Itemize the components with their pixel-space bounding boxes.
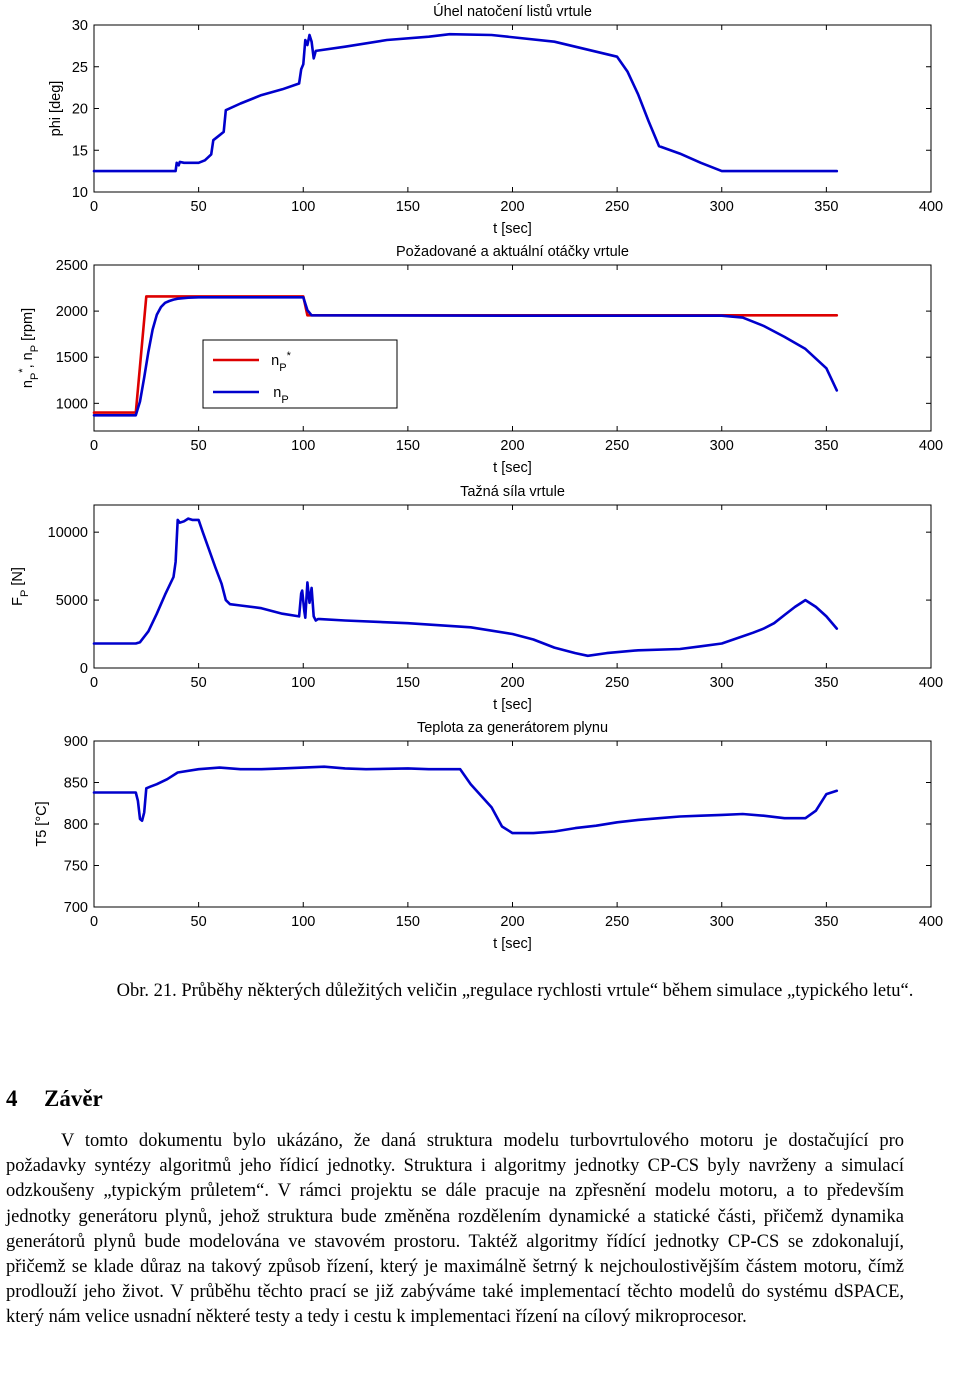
- y-tick-label: 10: [72, 185, 88, 201]
- y-tick-label: 750: [64, 859, 88, 875]
- chart-title: Teplota za generátorem plynu: [417, 720, 608, 736]
- x-tick-label: 150: [396, 438, 420, 454]
- x-axis-label: t [sec]: [493, 460, 532, 476]
- x-tick-label: 150: [396, 675, 420, 691]
- y-tick-label: 700: [64, 900, 88, 916]
- y-tick-label: 800: [64, 817, 88, 833]
- series-line-n-p: [92, 295, 839, 417]
- x-tick-label: 100: [291, 438, 315, 454]
- x-tick-label: 300: [710, 438, 734, 454]
- x-tick-label: 250: [605, 199, 629, 215]
- y-axis-label: phi [deg]: [48, 81, 64, 137]
- x-tick-label: 50: [191, 438, 207, 454]
- y-tick-label: 2500: [56, 258, 88, 274]
- x-tick-label: 350: [814, 199, 838, 215]
- x-tick-label: 0: [90, 199, 98, 215]
- y-tick-label: 15: [72, 143, 88, 159]
- series-line-series-1: [92, 32, 839, 173]
- series-line-series-1: [92, 517, 839, 658]
- section-heading: 4 Závěr: [6, 1086, 103, 1112]
- y-axis-label: nP*, nP [rpm]: [17, 308, 41, 388]
- y-tick-label: 900: [64, 734, 88, 750]
- x-tick-label: 350: [814, 438, 838, 454]
- y-tick-label: 20: [72, 102, 88, 118]
- legend-label: nP*: [271, 350, 291, 374]
- x-tick-label: 150: [396, 914, 420, 930]
- y-tick-label: 25: [72, 60, 88, 76]
- x-tick-label: 150: [396, 199, 420, 215]
- x-tick-label: 300: [710, 914, 734, 930]
- x-tick-label: 200: [500, 914, 524, 930]
- y-tick-label: 1500: [56, 350, 88, 366]
- x-axis-label: t [sec]: [493, 697, 532, 713]
- plot-area-frame: [93, 740, 932, 908]
- x-tick-label: 400: [919, 199, 943, 215]
- x-tick-label: 100: [291, 914, 315, 930]
- chart-title: Požadované a aktuální otáčky vrtule: [396, 244, 629, 260]
- series-line-series-1: [92, 765, 839, 835]
- x-tick-label: 200: [500, 199, 524, 215]
- section-number: 4: [6, 1086, 18, 1111]
- x-tick-label: 400: [919, 438, 943, 454]
- chart-propeller-speed: Požadované a aktuální otáčky vrtule 0 50 10…: [17, 244, 943, 476]
- legend-label: nP: [273, 385, 288, 406]
- chart-title: Tažná síla vrtule: [460, 484, 565, 500]
- y-tick-label: 30: [72, 18, 88, 34]
- figure-caption: Obr. 21. Průběhy některých důležitých ve…: [116, 981, 914, 1001]
- x-tick-label: 50: [191, 199, 207, 215]
- plot-area-frame: [93, 504, 932, 669]
- x-tick-label: 50: [191, 675, 207, 691]
- x-tick-label: 100: [291, 675, 315, 691]
- legend-box: [202, 339, 398, 409]
- x-tick-label: 350: [814, 914, 838, 930]
- x-axis-label: t [sec]: [493, 221, 532, 237]
- section-paragraph: V tomto dokumentu bylo ukázáno, že daná …: [6, 1131, 904, 1328]
- x-tick-label: 300: [710, 675, 734, 691]
- y-axis-label: T5 [°C]: [34, 801, 50, 846]
- chart-gas-generator-temperature: Teplota za generátorem plynu 0 50 100 150 200…: [34, 720, 943, 952]
- x-tick-label: 200: [500, 438, 524, 454]
- section-title: Závěr: [44, 1086, 103, 1111]
- x-tick-label: 300: [710, 199, 734, 215]
- x-tick-label: 0: [90, 914, 98, 930]
- x-axis-label: t [sec]: [493, 936, 532, 952]
- x-tick-label: 0: [90, 675, 98, 691]
- x-tick-label: 400: [919, 914, 943, 930]
- x-tick-label: 0: [90, 438, 98, 454]
- y-tick-label: 850: [64, 776, 88, 792]
- legend: nP* nP: [202, 339, 398, 409]
- x-tick-label: 100: [291, 199, 315, 215]
- y-tick-label: 1000: [56, 396, 88, 412]
- y-tick-label: 10000: [48, 525, 88, 541]
- chart-title: Úhel natočení listů vrtule: [433, 3, 592, 20]
- plot-area-frame: [93, 24, 932, 193]
- y-axis-label: FP [N]: [10, 567, 31, 606]
- chart-blade-angle: Úhel natočení listů vrtule 0 50 100 150 200 25…: [48, 3, 943, 237]
- x-tick-label: 50: [191, 914, 207, 930]
- x-tick-label: 250: [605, 438, 629, 454]
- y-tick-label: 0: [80, 661, 88, 677]
- x-tick-label: 200: [500, 675, 524, 691]
- x-tick-label: 250: [605, 675, 629, 691]
- x-tick-label: 250: [605, 914, 629, 930]
- chart-propeller-thrust: Tažná síla vrtule 0 50 100 150 200 250 300 350 40…: [10, 484, 943, 713]
- y-tick-label: 2000: [56, 304, 88, 320]
- x-tick-label: 400: [919, 675, 943, 691]
- y-tick-label: 5000: [56, 593, 88, 609]
- x-tick-label: 350: [814, 675, 838, 691]
